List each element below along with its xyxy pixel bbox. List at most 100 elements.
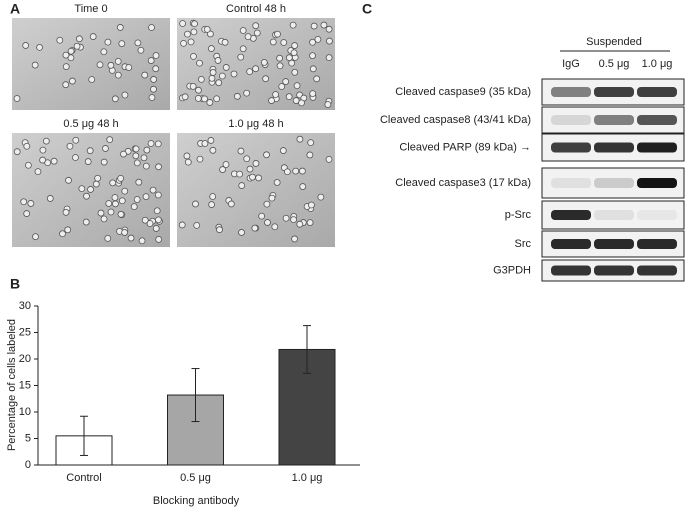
cell <box>262 75 270 83</box>
blot-row-label: Cleaved caspase9 (35 kDa) <box>395 86 531 98</box>
cell <box>276 62 284 70</box>
y-tick-label: 20 <box>19 353 31 365</box>
blot-row-label: p-Src <box>505 209 532 221</box>
cell <box>138 237 146 245</box>
cell <box>191 20 198 28</box>
cell <box>244 33 252 41</box>
cell <box>208 201 216 208</box>
y-axis-label: Percentage of cells labeled <box>6 319 18 451</box>
cell <box>112 200 119 208</box>
blot-band <box>551 115 591 125</box>
cell <box>289 21 297 29</box>
cell <box>178 221 186 229</box>
cell <box>104 38 112 46</box>
lane-label: IgG <box>562 58 580 70</box>
cell <box>306 219 314 226</box>
cell <box>73 42 81 50</box>
cell <box>192 200 199 208</box>
cell <box>142 162 150 170</box>
cell <box>291 235 298 243</box>
cell <box>291 68 299 76</box>
x-tick-label: Control <box>66 472 101 484</box>
cell <box>127 234 135 242</box>
image-caption: Control 48 h <box>226 3 286 15</box>
cell <box>148 94 156 101</box>
y-tick-label: 0 <box>25 459 31 471</box>
cell <box>149 186 157 194</box>
blot-row-label: Src <box>515 238 532 250</box>
cell <box>206 99 214 106</box>
cell <box>147 57 155 64</box>
blot-band <box>594 115 634 125</box>
cell <box>64 226 72 234</box>
cell <box>154 191 162 199</box>
cell <box>56 36 64 44</box>
cell <box>246 165 254 173</box>
cell <box>96 61 104 69</box>
cell <box>285 54 293 62</box>
cell <box>117 174 125 182</box>
image-caption: 1.0 μg 48 h <box>228 118 283 130</box>
cell <box>39 146 47 154</box>
cell <box>62 63 70 70</box>
lane-label: 1.0 μg <box>642 58 673 70</box>
cell <box>100 48 108 56</box>
cell <box>155 163 162 171</box>
cell <box>181 93 189 101</box>
blot-band <box>551 265 591 276</box>
cell <box>106 136 114 144</box>
cell <box>296 135 304 143</box>
cell <box>152 225 160 232</box>
cell <box>252 65 260 73</box>
cell <box>87 186 94 193</box>
cell <box>34 168 42 176</box>
cell <box>222 161 230 168</box>
cell <box>196 59 203 67</box>
cell <box>133 196 141 203</box>
x-axis-label: Blocking antibody <box>153 495 240 507</box>
cell <box>298 167 306 175</box>
cell <box>325 155 333 163</box>
cell <box>62 51 70 59</box>
cell <box>59 230 66 238</box>
y-tick-label: 25 <box>19 326 31 338</box>
cell <box>44 159 52 167</box>
cell <box>268 194 276 202</box>
cell <box>214 57 222 64</box>
cell <box>222 64 230 71</box>
cell <box>213 95 221 103</box>
cell <box>75 35 83 43</box>
cell <box>111 95 119 103</box>
cell <box>280 39 288 46</box>
cell <box>146 220 154 227</box>
blot-row-label: Cleaved caspase3 (17 kDa) <box>395 177 531 189</box>
cell <box>118 197 126 205</box>
cell <box>209 146 217 154</box>
y-tick-label: 5 <box>25 432 31 444</box>
cell <box>237 53 245 61</box>
cell <box>268 97 275 104</box>
cell <box>148 24 155 31</box>
cell <box>260 59 268 66</box>
y-tick-label: 30 <box>19 300 31 312</box>
cell <box>263 151 270 159</box>
blot-band <box>551 87 591 97</box>
cell <box>140 154 148 162</box>
cell <box>141 71 149 79</box>
cell <box>152 52 160 59</box>
cell <box>282 214 290 222</box>
cell <box>283 168 291 176</box>
cell <box>141 216 149 224</box>
cell <box>65 176 72 184</box>
cell <box>83 192 90 200</box>
cell <box>88 76 96 83</box>
cell <box>218 72 226 80</box>
cell <box>36 44 43 51</box>
cell <box>324 101 332 108</box>
cell <box>209 193 217 200</box>
x-tick-label: 0.5 μg <box>180 472 211 484</box>
cell <box>307 139 315 147</box>
image-caption: 0.5 μg 48 h <box>63 118 118 130</box>
cell <box>209 69 217 76</box>
